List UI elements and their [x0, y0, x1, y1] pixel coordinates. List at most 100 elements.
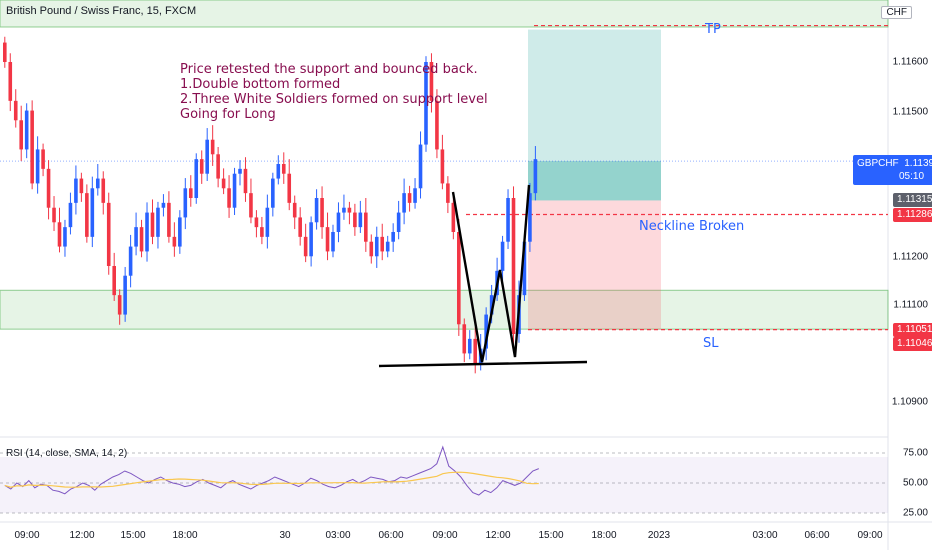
x-tick-label: 18:00: [591, 530, 617, 541]
support-trendline: [378, 360, 588, 368]
rsi-label: RSI (14, close, SMA, 14, 2): [6, 448, 128, 459]
bearish-candle: [451, 202, 456, 232]
bullish-candle: [358, 212, 363, 228]
symbol-label: GBPCHF: [857, 158, 899, 169]
x-tick-label: 2023: [647, 530, 671, 541]
neckline-price-tag: 1.11286: [893, 208, 932, 222]
bullish-candle: [396, 212, 401, 232]
bearish-candle: [440, 149, 445, 184]
rsi-sma-line: [4, 471, 539, 488]
bullish-candle: [123, 275, 127, 315]
y-tick-label: 1.10900: [891, 396, 928, 408]
x-tick-label: 03:00: [325, 530, 351, 541]
bullish-candle: [500, 241, 505, 271]
bullish-candle: [265, 207, 270, 237]
bullish-candle: [183, 188, 188, 218]
bullish-candle: [74, 178, 78, 203]
bearish-candle: [221, 178, 226, 189]
bullish-candle: [35, 149, 40, 184]
bearish-candle: [473, 338, 478, 364]
gray-price-tag: 1.11315: [893, 193, 932, 207]
bearish-candle: [325, 227, 330, 252]
bearish-candle: [347, 207, 352, 213]
bullish-candle: [522, 241, 527, 296]
bearish-candle: [216, 154, 220, 179]
bearish-candle: [30, 110, 34, 184]
bearish-candle: [8, 62, 13, 101]
rsi-tick-label: 50.00: [902, 477, 928, 489]
bullish-candle: [161, 202, 166, 208]
tp-label: TP: [705, 22, 721, 37]
bullish-candle: [402, 193, 406, 213]
bullish-candle: [467, 338, 472, 354]
rsi-line: [4, 445, 539, 496]
bearish-candle: [457, 231, 461, 325]
bullish-candle: [128, 246, 133, 276]
bearish-candle: [462, 324, 467, 354]
bearish-candle: [46, 168, 51, 208]
currency-badge[interactable]: CHF: [881, 6, 912, 19]
last-price-value: 1.11396: [904, 158, 932, 169]
sl-label: SL: [703, 336, 719, 351]
bullish-candle: [528, 193, 532, 242]
bearish-candle: [57, 222, 62, 247]
bearish-candle: [303, 236, 308, 257]
bearish-candle: [260, 227, 264, 237]
bearish-candle: [199, 159, 204, 174]
bullish-candle: [178, 217, 182, 247]
bullish-candle: [413, 188, 417, 203]
bearish-candle: [281, 163, 286, 174]
bearish-candle: [435, 100, 439, 150]
sl-lower-price-tag: 1.11046: [893, 337, 932, 351]
x-tick-label: 06:00: [378, 530, 404, 541]
y-tick-label: 1.11200: [892, 251, 928, 263]
bearish-candle: [117, 295, 122, 315]
y-tick-label: 1.11600: [892, 56, 928, 68]
bullish-candle: [205, 139, 209, 174]
take-profit-zone: [528, 29, 661, 201]
rsi-tick-label: 25.00: [902, 507, 928, 519]
bullish-candle: [336, 212, 341, 232]
neckline-label: Neckline Broken: [639, 219, 745, 234]
bearish-candle: [85, 193, 89, 237]
bearish-candle: [106, 202, 111, 266]
x-tick-label: 15:00: [120, 530, 146, 541]
annotation-line: 1.Double bottom formed: [180, 77, 341, 92]
bullish-candle: [68, 202, 73, 228]
bullish-candle: [238, 168, 242, 174]
bullish-candle: [63, 227, 67, 247]
annotation-line: Price retested the support and bounced b…: [180, 62, 478, 77]
countdown-value: 05:10: [899, 171, 925, 182]
annotation-text: Price retested the support and bounced b…: [180, 62, 488, 122]
bearish-candle: [511, 197, 516, 334]
x-tick-label: 15:00: [538, 530, 564, 541]
bearish-candle: [188, 188, 193, 198]
annotation-line: Going for Long: [180, 107, 276, 122]
x-tick-label: 18:00: [172, 530, 198, 541]
x-tick-label: 03:00: [752, 530, 778, 541]
bearish-candle: [446, 183, 450, 203]
bearish-candle: [249, 193, 253, 218]
bullish-candle: [156, 207, 160, 237]
bearish-candle: [52, 207, 56, 223]
bearish-candle: [139, 227, 144, 252]
rsi-band: [0, 457, 888, 513]
bearish-candle: [254, 217, 259, 228]
bullish-candle: [385, 241, 390, 252]
bearish-candle: [369, 241, 374, 257]
bearish-candle: [287, 173, 292, 203]
bullish-candle: [331, 231, 335, 252]
bearish-candle: [13, 100, 18, 121]
bearish-candle: [79, 178, 84, 194]
bearish-candle: [150, 212, 155, 237]
y-tick-label: 1.11100: [893, 299, 928, 311]
bullish-candle: [145, 212, 149, 252]
annotation-line: 2.Three White Soldiers formed on support…: [180, 92, 488, 107]
bearish-candle: [112, 265, 116, 296]
bullish-candle: [314, 197, 319, 223]
stop-loss-zone: [528, 200, 661, 330]
x-tick-label: 12:00: [485, 530, 511, 541]
bearish-candle: [320, 197, 324, 228]
bearish-candle: [167, 202, 171, 237]
